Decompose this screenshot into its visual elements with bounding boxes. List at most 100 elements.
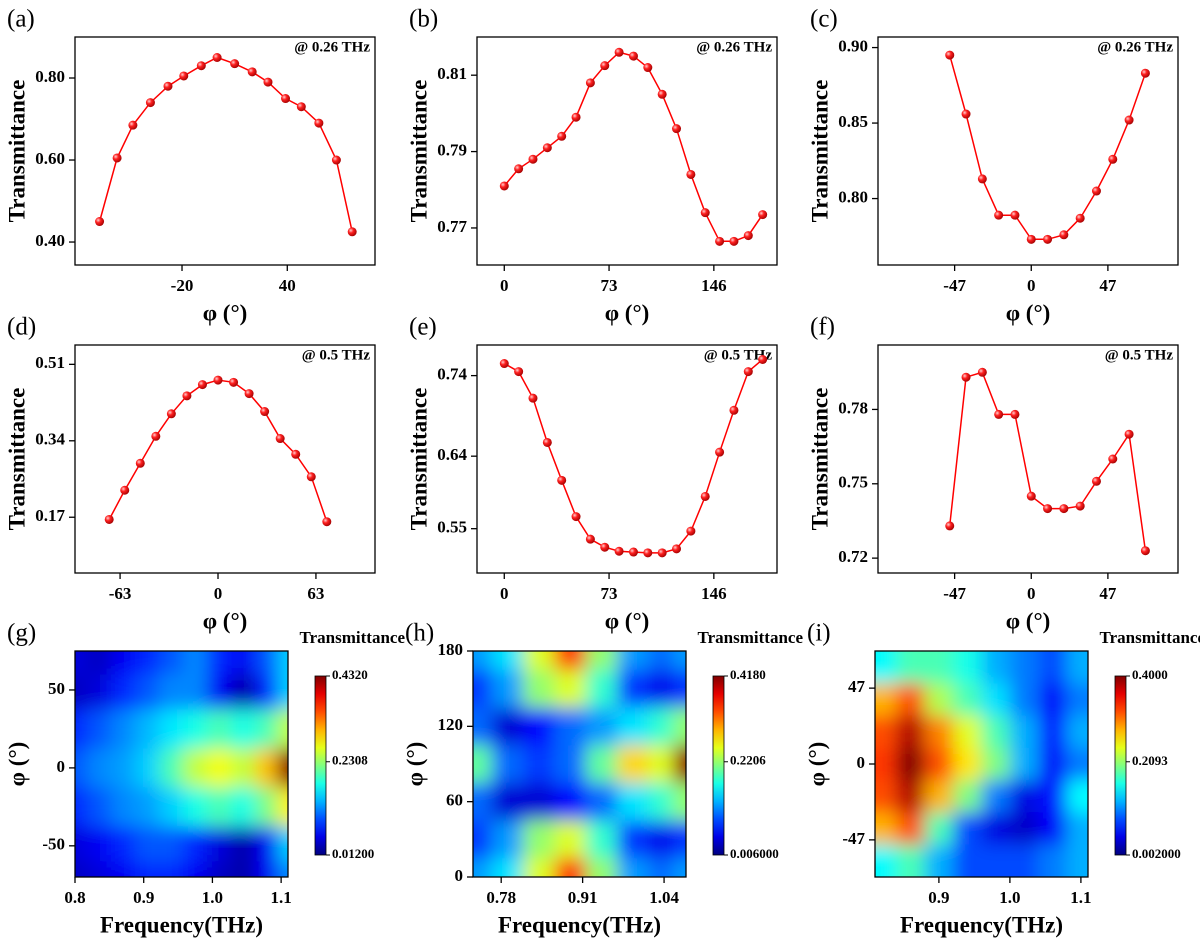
x-tick-label: 0.9 [133,888,154,907]
heatmap-cell [953,683,982,717]
heatmap-cell [1038,683,1068,717]
y-tick-label: 0.90 [838,36,868,55]
x-tick-label: 0.9 [928,888,949,907]
data-line [503,358,764,554]
heatmap-cell [1066,780,1088,813]
heatmap-cell [648,745,674,784]
x-tick-label: -63 [109,584,132,603]
x-tick-label: 1.0 [202,888,223,907]
heatmap-cell [473,782,493,821]
heatmap-cell [255,748,279,788]
heatmap-cell [896,683,926,717]
data-point [514,367,524,377]
heatmap-cell [617,651,649,671]
heatmap-cell [648,858,674,877]
data-point [331,155,341,165]
colorbar-tick-label: 0.006000 [730,846,779,861]
heatmap-cell [1066,747,1088,781]
data-point [686,526,696,536]
data-point [528,393,538,403]
x-axis-label: Frequency(THz) [498,912,661,937]
heatmap-cell [981,651,1011,684]
plot-frame [472,650,687,878]
y-tick-label: 0.40 [35,231,65,250]
y-axis-label: Transmittance [807,80,832,223]
heatmap-cell [87,674,112,710]
colorbar [712,675,725,856]
heatmap-cell [473,651,493,671]
data-point [657,548,667,558]
heatmap-cell [135,709,160,749]
data-point [1043,234,1053,244]
heatmap-cell [1009,747,1039,781]
plot-frame [74,344,376,574]
y-axis-label: Transmittance [4,80,29,223]
heatmap-cell [648,651,674,671]
heatmap-cell [523,745,555,784]
y-tick-label: 0.81 [437,64,467,83]
heatmap-cell [585,858,618,877]
x-tick-label: 0 [1027,584,1036,603]
data-point [571,512,581,522]
data-point [1026,234,1036,244]
data-point [1108,454,1118,464]
heatmap-cell [1038,812,1068,846]
colorbar-title: Transmittance [698,628,804,647]
heatmap-cell [1038,651,1068,684]
heatmap-cell [554,858,587,877]
data-point [729,236,739,246]
plot-frame [877,36,1179,266]
data-point [585,78,595,88]
y-tick-label: 0 [57,757,66,776]
x-tick-label: -47 [943,276,966,295]
heatmap-cell [491,669,524,708]
heatmap-cell [183,748,208,788]
heatmap-cell [1009,651,1039,684]
data-point [628,547,638,557]
heatmap-cell [981,747,1011,781]
heatmap-cell [981,780,1011,813]
heatmap-cell [473,745,493,784]
heatmap-cell [673,858,686,877]
heatmap-cell [554,707,587,746]
panel-label: (e) [409,314,437,341]
colorbar-tick-label: 0.4000 [1132,667,1168,682]
heatmap-cell [75,826,88,862]
heatmap-cell [617,669,649,708]
heatmap-cell [159,826,184,862]
data-point [1075,501,1085,511]
colorbar-tick-label: 0.2093 [1132,753,1168,768]
y-tick-label: 0.51 [35,353,65,372]
data-point [994,409,1004,419]
x-tick-label: 0 [500,584,509,603]
heatmap-cell [111,861,136,877]
x-tick-label: 40 [279,276,296,295]
heatmap-cell [523,782,555,821]
heatmap-cell [231,674,256,710]
heatmap-cell [255,651,279,675]
heatmap-cell [523,707,555,746]
data-point [163,81,173,91]
panel-label: (i) [807,620,831,647]
heatmap-cell [924,715,954,749]
y-axis-label: φ (°) [804,742,829,787]
heatmap-cell [896,651,926,684]
heatmap-cell [111,709,136,749]
plot-frame [74,650,289,878]
data-point [182,391,192,401]
x-tick-label: 47 [1099,276,1117,295]
heatmap-cell [953,812,982,846]
data-point [700,208,710,218]
heatmap-cell [617,820,649,859]
data-point [1075,213,1085,223]
x-axis-label: Frequency(THz) [900,912,1063,937]
heatmap-cell [111,674,136,710]
heatmap-cell [875,715,897,749]
heatmap-cell [523,651,555,671]
data-point [743,367,753,377]
annotation: @ 0.5 THz [704,347,773,363]
data-line [948,54,1147,241]
heatmap-cell [135,861,160,877]
x-axis-label: Frequency(THz) [100,912,263,937]
heatmap-cell [523,669,555,708]
